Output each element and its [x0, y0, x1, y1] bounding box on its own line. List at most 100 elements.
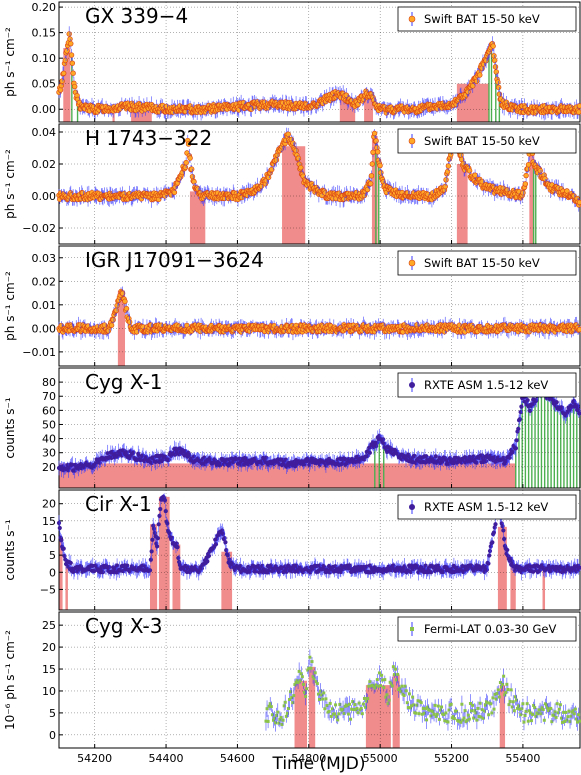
y-tick-label: −0.02 — [22, 222, 56, 235]
data-point — [369, 161, 375, 167]
y-tick-label: 0.03 — [32, 252, 57, 265]
data-series — [56, 26, 581, 121]
data-point — [483, 57, 489, 64]
data-point — [343, 92, 350, 98]
legend-marker — [408, 259, 416, 267]
y-tick-label: 0.00 — [32, 190, 57, 203]
data-point — [67, 36, 73, 42]
data-point — [72, 83, 78, 90]
y-tick-label: 0.02 — [32, 275, 57, 288]
data-point — [370, 149, 376, 155]
data-point — [69, 60, 76, 66]
y-tick-label: 0.02 — [32, 158, 57, 171]
data-point — [61, 70, 67, 77]
data-point — [273, 157, 280, 163]
data-point — [131, 450, 136, 455]
data-point — [491, 53, 497, 59]
data-point — [183, 159, 189, 166]
y-tick-label: 50 — [42, 418, 56, 431]
data-point — [57, 87, 64, 93]
data-point — [110, 317, 116, 323]
data-point — [126, 319, 133, 325]
data-point — [70, 70, 76, 76]
data-point — [495, 84, 502, 91]
data-point — [108, 322, 115, 328]
legend-label: Swift BAT 15-50 keV — [424, 12, 540, 26]
legend-marker — [408, 15, 416, 23]
y-tick-label: 0.15 — [32, 27, 57, 40]
red-band — [456, 164, 468, 244]
y-tick-label: 0.20 — [32, 1, 57, 14]
data-point — [187, 155, 193, 161]
data-point — [445, 163, 452, 169]
red-band — [282, 146, 306, 244]
data-point — [122, 298, 128, 305]
data-point — [285, 131, 291, 137]
y-tick-label: 20 — [42, 461, 56, 474]
data-point — [493, 69, 499, 75]
legend-marker — [408, 137, 416, 145]
y-axis-label: ph s⁻¹ cm⁻² — [3, 271, 17, 341]
data-point — [490, 43, 496, 49]
panel: −0.02 0.00 0.02 0.04 H 1743−322 ph s⁻¹ cm⁻² Sw… — [3, 123, 581, 245]
data-point — [473, 78, 480, 84]
data-point — [520, 190, 526, 196]
data-point — [576, 109, 581, 115]
data-point — [62, 57, 68, 64]
data-point — [367, 450, 372, 455]
data-point — [377, 162, 383, 169]
data-point — [113, 307, 120, 314]
data-point — [64, 48, 70, 54]
y-axis-label: ph s⁻¹ cm⁻² — [3, 149, 17, 219]
data-point — [576, 326, 581, 333]
panel-title: H 1743−322 — [85, 126, 212, 150]
data-point — [492, 64, 499, 70]
panel-frame — [58, 1, 581, 123]
data-point — [68, 52, 75, 58]
y-tick-label: −0.01 — [22, 346, 56, 359]
legend-label: Swift BAT 15-50 keV — [424, 134, 540, 148]
data-point — [248, 106, 255, 112]
y-axis-label: ph s⁻¹ cm⁻² — [3, 27, 17, 97]
data-point — [68, 40, 74, 47]
data-point — [293, 147, 299, 154]
data-point — [523, 172, 529, 179]
y-tick-label: 0.10 — [32, 52, 57, 65]
data-point — [443, 177, 449, 183]
data-point — [59, 78, 65, 84]
y-tick-label: 30 — [42, 447, 56, 460]
data-point — [466, 168, 473, 174]
y-tick-label: 0.00 — [32, 322, 57, 335]
y-tick-label: 0.05 — [32, 78, 57, 91]
y-tick-label: 0.01 — [32, 299, 57, 312]
data-point — [182, 164, 189, 171]
data-point — [373, 138, 379, 144]
panel: 0.00 0.05 0.10 0.15 0.20 GX 339−4 ph s⁻¹ cm⁻² S… — [3, 1, 581, 123]
panels: 0.00 0.05 0.10 0.15 0.20 GX 339−4 ph s⁻¹ cm⁻² S… — [3, 1, 581, 765]
data-point — [564, 188, 570, 194]
data-point — [470, 83, 476, 89]
data-point — [371, 130, 378, 137]
data-point — [442, 183, 448, 190]
data-series — [56, 286, 581, 341]
data-point — [496, 91, 503, 97]
y-tick-label: 80 — [42, 376, 56, 389]
data-point — [295, 155, 302, 161]
data-point — [472, 172, 478, 178]
data-point — [189, 173, 196, 180]
data-point — [171, 189, 178, 196]
data-point — [477, 72, 483, 78]
data-point — [495, 79, 501, 85]
red-band — [112, 107, 115, 122]
panel-title: GX 339−4 — [85, 4, 188, 28]
data-point — [576, 199, 581, 206]
y-tick-label: 0.04 — [32, 126, 57, 139]
y-tick-label: 60 — [42, 404, 56, 417]
red-band — [364, 95, 374, 122]
legend-label: Swift BAT 15-50 keV — [424, 256, 540, 270]
data-point — [188, 166, 195, 172]
data-point — [576, 103, 581, 109]
data-point — [66, 31, 72, 37]
panel: −0.01 0.00 0.01 0.02 0.03 IGR J17091−3624 ph s… — [3, 245, 581, 367]
data-point — [444, 168, 451, 175]
